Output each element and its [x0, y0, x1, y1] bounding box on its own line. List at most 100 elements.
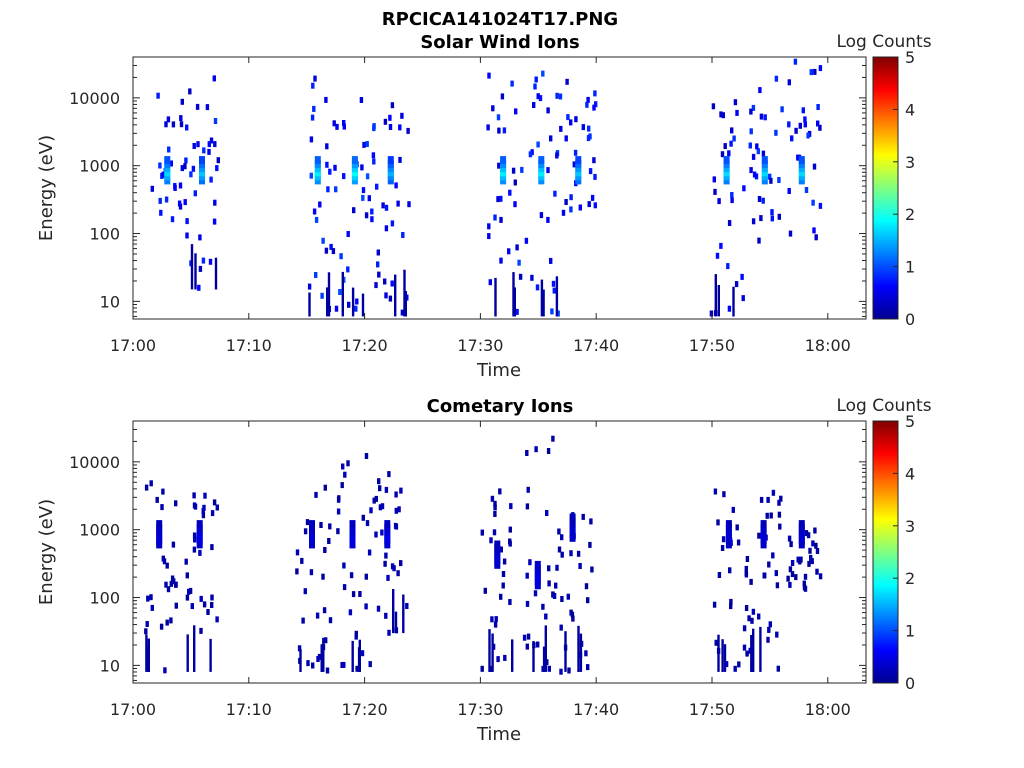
data-cell [804, 187, 809, 193]
data-cell [528, 559, 532, 566]
data-cell [390, 280, 394, 287]
data-stripe [404, 291, 407, 317]
data-cell [493, 500, 497, 507]
data-cell [361, 514, 365, 521]
data-stripe [358, 639, 361, 672]
data-cell [569, 194, 573, 201]
data-cell [216, 157, 220, 164]
data-cell [508, 189, 512, 196]
data-cell [501, 571, 506, 577]
data-cell [719, 242, 723, 249]
data-cell [789, 541, 793, 548]
data-cell [557, 546, 562, 553]
data-cell [716, 519, 720, 526]
data-cell [515, 244, 519, 251]
data-cell-peak [569, 525, 576, 534]
data-cell-peak [534, 560, 541, 569]
data-cell [541, 70, 545, 77]
data-stripe [394, 611, 398, 633]
data-cell [166, 116, 171, 123]
data-cell [201, 257, 206, 264]
data-cell [354, 305, 358, 312]
data-cell [774, 75, 779, 82]
data-cell-peak [199, 168, 205, 177]
data-cell [169, 617, 173, 624]
data-cell [383, 118, 388, 125]
data-cell-peak [387, 156, 394, 165]
data-cell-peak [761, 164, 768, 173]
data-cell [313, 75, 317, 82]
data-cell [161, 488, 165, 495]
data-cell [546, 107, 550, 114]
data-cell [149, 594, 153, 601]
data-cell [526, 486, 530, 493]
data-cell-peak [725, 532, 732, 541]
data-cell-peak [500, 156, 507, 165]
data-cell [507, 248, 511, 255]
y-tick-label: 10 [100, 292, 120, 311]
data-stripe [759, 626, 762, 672]
data-cell [736, 539, 741, 546]
x-tick-label: 17:20 [342, 336, 388, 355]
data-cell [499, 195, 503, 202]
data-cell [376, 605, 381, 612]
data-cell [502, 127, 507, 134]
data-cell [387, 471, 391, 478]
data-stripe [511, 639, 514, 672]
data-cell [803, 585, 808, 592]
data-cell-peak [164, 156, 171, 165]
data-cell [354, 633, 358, 640]
data-cell [813, 527, 817, 534]
data-cell [169, 580, 173, 587]
data-cell [513, 201, 517, 208]
data-cell [569, 609, 573, 616]
data-stripe [326, 287, 329, 317]
data-cell [794, 127, 798, 134]
data-cell [324, 637, 328, 644]
data-cell [525, 503, 530, 510]
data-cell [759, 113, 764, 120]
data-stripe [392, 589, 395, 634]
data-cell [207, 141, 211, 148]
data-cell [210, 594, 214, 601]
data-cell [547, 580, 551, 587]
data-cell [515, 308, 519, 315]
data-stripe [308, 292, 311, 317]
colorbar-label: Log Counts [836, 396, 931, 416]
data-cell [191, 165, 196, 172]
data-cell-peak [761, 156, 768, 165]
data-cell [551, 435, 555, 442]
data-cell [727, 150, 731, 157]
data-cell [392, 565, 396, 572]
data-cell [804, 530, 809, 537]
spectrogram-cells [150, 58, 823, 317]
data-cell [590, 194, 595, 201]
data-cell [372, 158, 376, 165]
data-cell [309, 569, 314, 576]
data-cell [798, 122, 802, 129]
data-cell [496, 656, 500, 663]
data-cell [185, 124, 189, 131]
data-cell [735, 109, 739, 116]
data-cell [396, 570, 400, 577]
data-cell [323, 547, 327, 553]
data-stripe [214, 257, 218, 290]
data-cell [342, 120, 346, 126]
data-cell [169, 160, 173, 167]
data-cell [565, 78, 569, 85]
data-cell [205, 104, 210, 111]
data-stripe [145, 634, 148, 672]
data-cell [502, 558, 507, 565]
data-cell [174, 602, 178, 609]
data-stripe [186, 634, 189, 672]
data-cell-peak [196, 532, 203, 541]
data-cell [787, 121, 791, 128]
data-cell [188, 88, 192, 95]
data-cell [399, 487, 403, 494]
data-cell [398, 156, 402, 163]
data-cell [731, 506, 735, 513]
data-cell [307, 283, 312, 290]
data-cell [745, 556, 750, 562]
data-cell-peak [349, 540, 356, 549]
data-cell [188, 587, 193, 594]
